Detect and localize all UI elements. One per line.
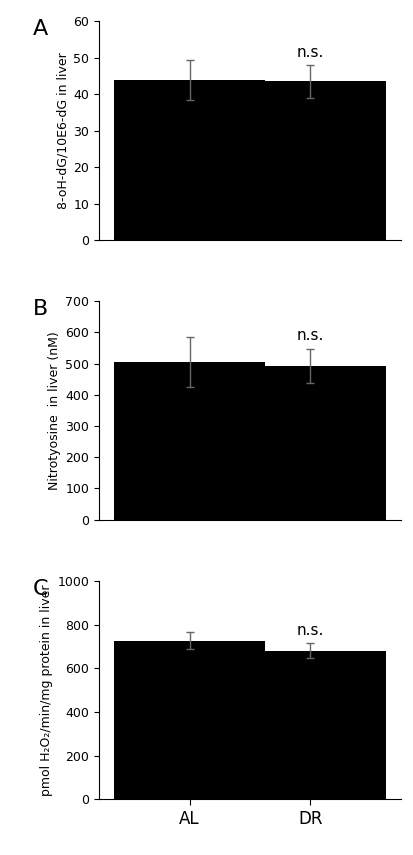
Y-axis label: Nitrotyosine  in liver (nM): Nitrotyosine in liver (nM)	[48, 331, 61, 490]
Text: n.s.: n.s.	[297, 622, 324, 638]
Bar	[114, 640, 265, 799]
Text: n.s.: n.s.	[297, 328, 324, 343]
Bar	[235, 366, 386, 520]
Y-axis label: pmol H₂O₂/min/mg protein in liver: pmol H₂O₂/min/mg protein in liver	[40, 585, 53, 796]
Bar	[114, 80, 265, 240]
Y-axis label: 8-oH-dG/10E6-dG in liver: 8-oH-dG/10E6-dG in liver	[56, 52, 69, 209]
Text: C: C	[33, 579, 48, 598]
Text: B: B	[33, 299, 48, 319]
Bar	[114, 362, 265, 520]
Text: A: A	[33, 19, 48, 39]
Bar	[235, 651, 386, 799]
Bar	[235, 81, 386, 240]
Text: n.s.: n.s.	[297, 44, 324, 60]
